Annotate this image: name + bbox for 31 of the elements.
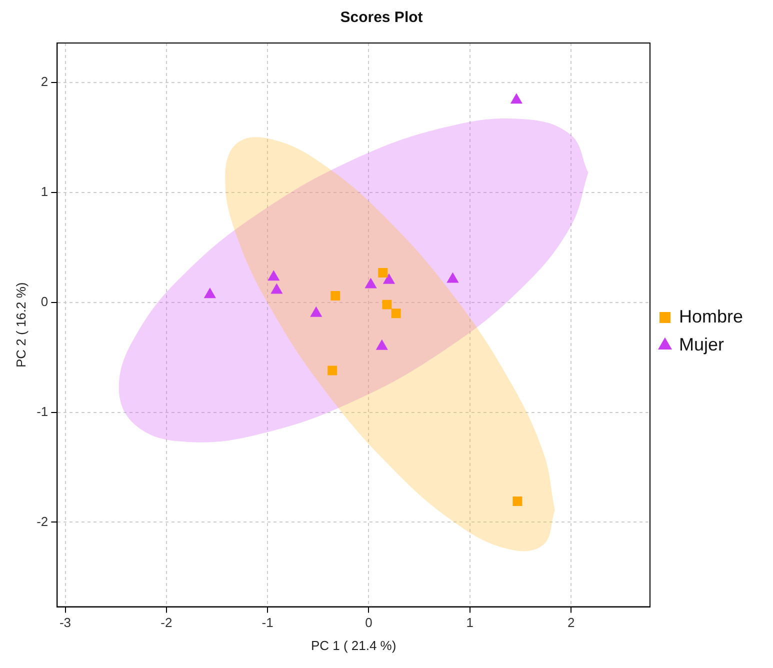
legend-label: Hombre xyxy=(678,306,744,326)
x-tick-label: 2 xyxy=(567,615,575,630)
point xyxy=(270,284,282,294)
point xyxy=(310,306,322,317)
y-tick-label: 1 xyxy=(40,184,48,200)
y-axis-title: PC 2 ( 16.2 %) xyxy=(13,282,28,368)
point xyxy=(330,291,340,301)
point xyxy=(328,366,338,376)
x-tick-label: 1 xyxy=(466,615,474,630)
x-axis-title: PC 1 ( 21.4 %) xyxy=(310,638,396,653)
point xyxy=(383,274,395,284)
point xyxy=(204,288,216,298)
point xyxy=(378,268,388,278)
x-tick-label: 0 xyxy=(365,615,372,630)
point xyxy=(512,496,522,506)
x-tick-label: -3 xyxy=(59,615,72,630)
x-tick-label: -1 xyxy=(262,615,274,630)
y-tick-label: -2 xyxy=(36,514,48,529)
point xyxy=(447,272,458,283)
x-tick-label: -2 xyxy=(160,615,172,630)
point xyxy=(365,278,376,288)
point xyxy=(510,94,522,104)
y-tick-label: -1 xyxy=(36,404,48,419)
point xyxy=(382,300,392,310)
point xyxy=(391,308,401,318)
chart-title: Scores Plot xyxy=(340,9,423,26)
y-tick-label: 2 xyxy=(40,74,48,90)
point xyxy=(268,270,280,281)
point xyxy=(376,340,388,350)
y-tick-label: 0 xyxy=(40,294,48,309)
legend-label: Mujer xyxy=(678,334,724,354)
